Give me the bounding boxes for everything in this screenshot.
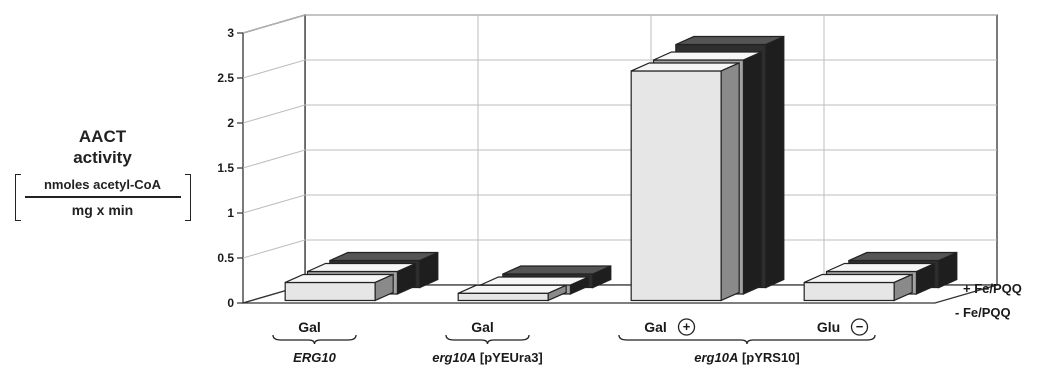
y-tick-label: 3 bbox=[227, 26, 234, 40]
bar-side bbox=[419, 251, 439, 289]
unit-bracket-right bbox=[184, 174, 191, 221]
series-label: - Fe/PQQ bbox=[955, 305, 1011, 320]
series-label: + Fe/PQQ bbox=[963, 281, 1022, 296]
unit-numerator: nmoles acetyl-CoA bbox=[43, 177, 162, 192]
group-brace bbox=[445, 334, 530, 345]
bar-side bbox=[742, 51, 763, 295]
category-mark: + bbox=[683, 319, 691, 334]
y-tick-label: 0.5 bbox=[217, 251, 234, 265]
bar-front bbox=[457, 292, 549, 302]
bar-side bbox=[938, 251, 958, 289]
y-axis-title-line2: activity bbox=[73, 148, 132, 167]
y-axis-unit: nmoles acetyl-CoA mg x min bbox=[14, 174, 191, 221]
y-tick-label: 2 bbox=[227, 116, 234, 130]
group-brace bbox=[618, 334, 876, 345]
bar-front bbox=[284, 281, 376, 302]
unit-denominator: mg x min bbox=[71, 201, 134, 218]
y-tick-label: 1 bbox=[227, 206, 234, 220]
bar-side bbox=[569, 276, 590, 295]
bar-side bbox=[547, 284, 567, 302]
bar-side bbox=[374, 273, 394, 302]
category-mark-circle bbox=[677, 318, 696, 336]
category-label: Gal bbox=[298, 319, 321, 335]
bar-side bbox=[893, 273, 913, 302]
bar-side bbox=[396, 262, 417, 295]
group-label: erg10A [pYRS10] bbox=[694, 350, 799, 365]
category-mark: − bbox=[856, 319, 864, 334]
y-tick-label: 1.5 bbox=[217, 161, 234, 175]
category-mark-circle bbox=[850, 318, 869, 336]
y-axis-title: AACT activity nmoles acetyl-CoA mg x min bbox=[10, 126, 195, 221]
category-label: Gal bbox=[471, 319, 494, 335]
category-label: Glu bbox=[817, 319, 840, 335]
y-tick-label: 0 bbox=[227, 296, 234, 310]
bar-side bbox=[915, 262, 936, 295]
category-label: Gal bbox=[644, 319, 667, 335]
gridline bbox=[242, 14, 997, 34]
unit-bracket-left bbox=[14, 174, 21, 221]
bar-front bbox=[630, 70, 722, 302]
bar-side bbox=[765, 35, 785, 289]
group-label: erg10A [pYEUra3] bbox=[432, 350, 543, 365]
bar-side bbox=[720, 62, 740, 302]
y-axis-title-line1: AACT bbox=[78, 127, 127, 146]
group-label: ERG10 bbox=[293, 350, 336, 365]
group-brace bbox=[272, 334, 357, 345]
bar-front bbox=[803, 281, 895, 302]
y-tick-label: 2.5 bbox=[217, 71, 234, 85]
unit-fraction-rule bbox=[24, 196, 181, 198]
bar-side bbox=[592, 265, 612, 289]
